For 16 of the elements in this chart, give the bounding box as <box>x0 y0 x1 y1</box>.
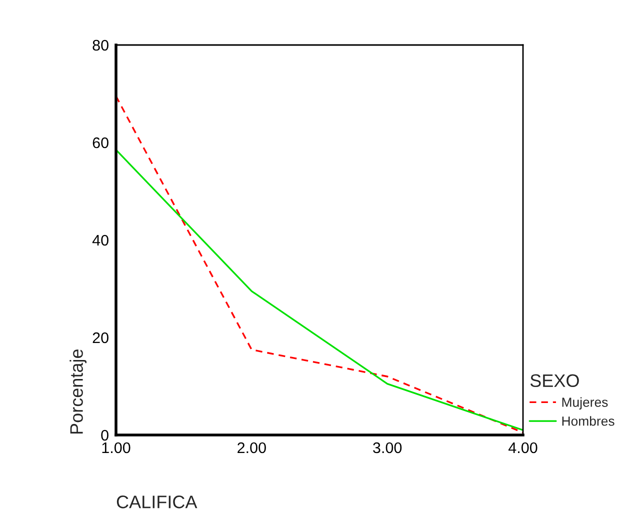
legend-label: Hombres <box>562 416 614 426</box>
y-tick-label: 80 <box>92 40 108 51</box>
y-tick-label: 0 <box>101 430 108 441</box>
y-tick-label: 60 <box>92 137 108 148</box>
x-tick-label: 4.00 <box>508 442 538 454</box>
x-tick-label: 2.00 <box>238 442 266 454</box>
x-tick-label: 3.00 <box>373 442 402 454</box>
y-axis-title: Porcentaje <box>70 349 87 434</box>
y-tick-label: 20 <box>92 332 108 344</box>
legend-title: SEXO <box>530 374 579 388</box>
x-axis-title: CALIFICA <box>116 496 198 508</box>
legend-label: Mujeres <box>562 397 608 410</box>
y-tick-label: 40 <box>92 234 108 246</box>
line-series <box>116 95 523 434</box>
x-tick-label: 1.00 <box>102 442 130 454</box>
line-series <box>116 148 523 431</box>
